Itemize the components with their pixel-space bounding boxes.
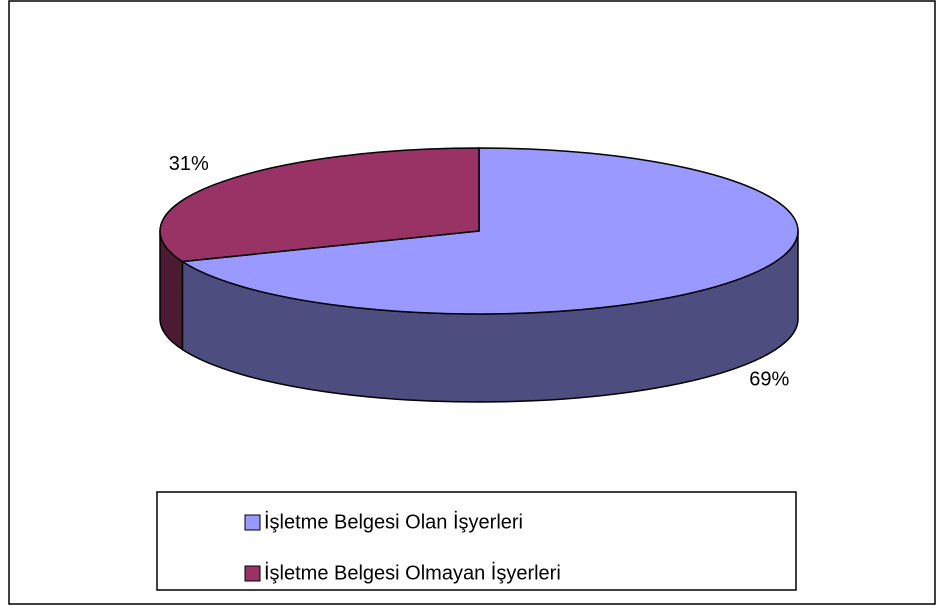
pie-slice xyxy=(180,147,799,315)
data-label: 69% xyxy=(749,369,789,391)
legend-box xyxy=(156,491,797,591)
legend-swatch xyxy=(244,514,261,531)
legend-label: İşletme Belgesi Olan İşyerleri xyxy=(264,510,523,533)
legend-label: İşletme Belgesi Olmayan İşyerleri xyxy=(264,561,561,584)
legend-swatch xyxy=(244,565,261,582)
pie-slice xyxy=(159,147,480,263)
data-label: 31% xyxy=(169,153,209,175)
